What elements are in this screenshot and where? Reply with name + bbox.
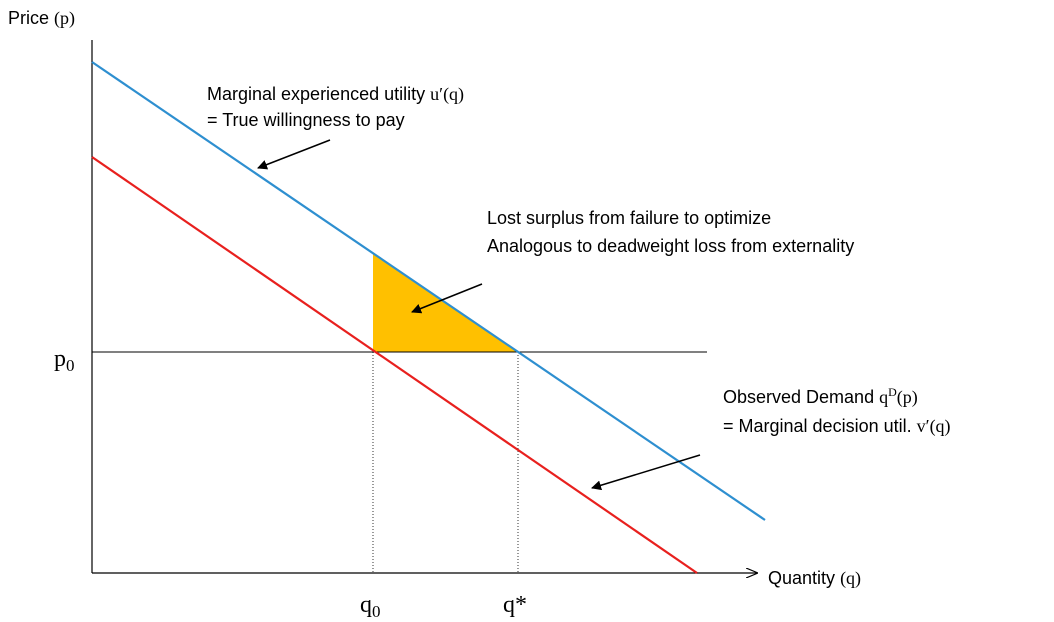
utility-label: = True willingness to pay [207, 110, 405, 130]
arrow [411, 283, 483, 314]
q0-label: q0 [360, 592, 381, 621]
text-part: D [888, 385, 897, 399]
text-part: (p) [897, 387, 918, 408]
y-axis-label: Price (p) [8, 8, 75, 29]
text-part: (p) [54, 8, 75, 29]
text-part: q [360, 592, 372, 618]
text-part: Marginal experienced utility [207, 84, 425, 104]
utility-curve [91, 61, 766, 521]
demand-label: Observed Demand qD(p) [723, 385, 918, 408]
text-part: (q) [840, 568, 861, 589]
x-axis-label: Quantity (q) [768, 568, 861, 589]
demand-label: = Marginal decision util. v′(q) [723, 416, 951, 437]
utility-label: Marginal experienced utility u′(q) [207, 84, 464, 105]
qstar-label: q* [503, 592, 527, 618]
text-part: = Marginal decision util. [723, 416, 912, 436]
surplus-label: Lost surplus from failure to optimize [487, 208, 771, 228]
surplus-label: Analogous to deadweight loss from extern… [487, 236, 854, 256]
text-part: Quantity [768, 568, 835, 588]
demand-curve [91, 156, 698, 574]
text-part: Observed Demand [723, 387, 874, 407]
text-part: v′(q) [917, 416, 951, 437]
text-part: q [879, 387, 888, 407]
text-part: p [54, 346, 66, 372]
arrow [591, 454, 701, 491]
text-part: u′(q) [430, 84, 464, 105]
text-part: 0 [372, 602, 381, 621]
text-part: Price [8, 8, 49, 28]
p0-label: p0 [54, 346, 75, 375]
arrow [257, 139, 331, 170]
text-part: 0 [66, 356, 75, 375]
